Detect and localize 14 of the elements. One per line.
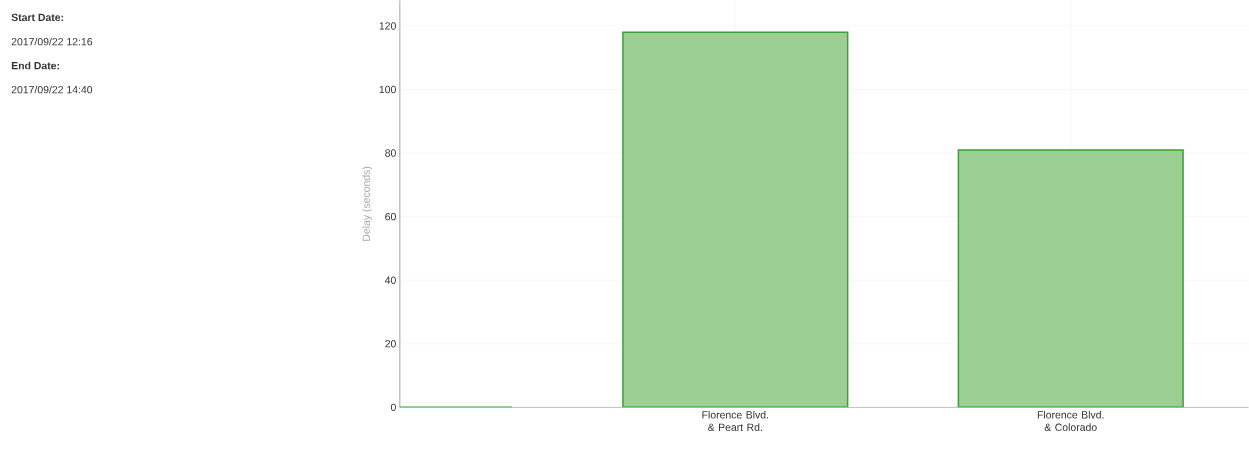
y-tick-label: 100 xyxy=(379,85,396,94)
y-tick-label: 60 xyxy=(385,212,396,221)
y-axis-title: Delay (seconds) xyxy=(362,166,373,241)
text: 2017/09/22 12:16 xyxy=(11,37,93,46)
text: End Date: xyxy=(11,61,59,70)
text: Start Date: xyxy=(11,13,64,21)
y-tick-label: 0 xyxy=(390,403,396,411)
y-tick-label: 120 xyxy=(379,22,396,30)
x-tick-label: Florence Blvd. & Peart Rd. xyxy=(702,410,769,431)
y-tick-label: 40 xyxy=(384,276,396,284)
text: 2017/09/22 14:40 xyxy=(11,85,93,94)
x-tick-label: Florence Blvd. & Colorado xyxy=(1037,410,1104,431)
y-tick-label: 80 xyxy=(385,149,396,157)
y-tick-label: 20 xyxy=(385,339,396,348)
